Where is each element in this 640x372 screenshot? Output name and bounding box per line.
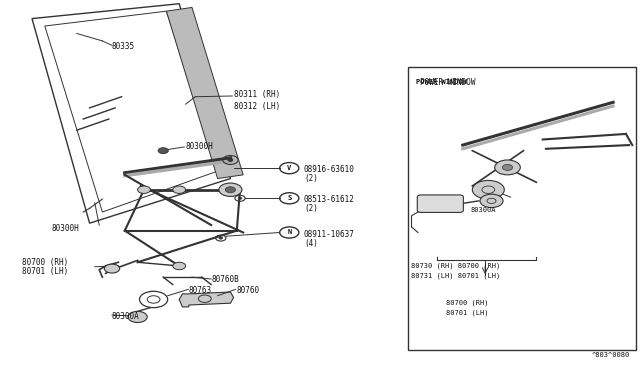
Text: 08916-63610: 08916-63610 (304, 165, 355, 174)
Circle shape (472, 180, 504, 199)
Circle shape (495, 160, 520, 175)
Text: 80300A: 80300A (470, 207, 496, 213)
Circle shape (238, 197, 242, 199)
Text: ^803^0080: ^803^0080 (592, 352, 630, 358)
Bar (408, 67, 636, 350)
Text: 80760B: 80760B (211, 275, 239, 284)
Circle shape (158, 148, 168, 154)
Polygon shape (166, 7, 243, 179)
Text: V: V (287, 165, 291, 171)
Circle shape (502, 164, 513, 170)
Text: (2): (2) (304, 174, 318, 183)
Text: 80311 (RH): 80311 (RH) (234, 90, 280, 99)
Text: 80731 (LH) 80701 (LH): 80731 (LH) 80701 (LH) (411, 272, 500, 279)
Text: 80701 (LH): 80701 (LH) (22, 267, 68, 276)
Circle shape (138, 186, 150, 193)
Polygon shape (179, 292, 234, 307)
Circle shape (128, 311, 147, 323)
Text: 80701 (LH): 80701 (LH) (446, 309, 488, 316)
Text: 80700 (RH): 80700 (RH) (446, 300, 488, 307)
Text: (2): (2) (304, 204, 318, 213)
Text: 08513-61612: 08513-61612 (304, 195, 355, 203)
Text: 80300H: 80300H (186, 142, 213, 151)
Text: 80760: 80760 (237, 286, 260, 295)
Circle shape (225, 187, 236, 193)
Text: 80312 (LH): 80312 (LH) (234, 102, 280, 110)
Circle shape (219, 237, 223, 239)
Text: 80300A: 80300A (112, 312, 140, 321)
Circle shape (480, 194, 503, 208)
Text: 08911-10637: 08911-10637 (304, 230, 355, 239)
Circle shape (173, 262, 186, 270)
Text: 80335: 80335 (112, 42, 135, 51)
Circle shape (104, 264, 120, 273)
Text: POWER WINDOW: POWER WINDOW (416, 79, 467, 85)
Text: N: N (287, 230, 291, 235)
Text: POWER WINDOW: POWER WINDOW (420, 78, 476, 87)
Circle shape (228, 158, 233, 161)
Circle shape (219, 183, 242, 196)
Text: 80763: 80763 (189, 286, 212, 295)
Text: 80700 (RH): 80700 (RH) (22, 258, 68, 267)
Text: 80300H: 80300H (51, 224, 79, 233)
Text: S: S (287, 195, 291, 201)
Circle shape (173, 186, 186, 193)
Text: 80730 (RH) 80700 (RH): 80730 (RH) 80700 (RH) (411, 263, 500, 269)
FancyBboxPatch shape (417, 195, 463, 212)
Text: (4): (4) (304, 239, 318, 248)
